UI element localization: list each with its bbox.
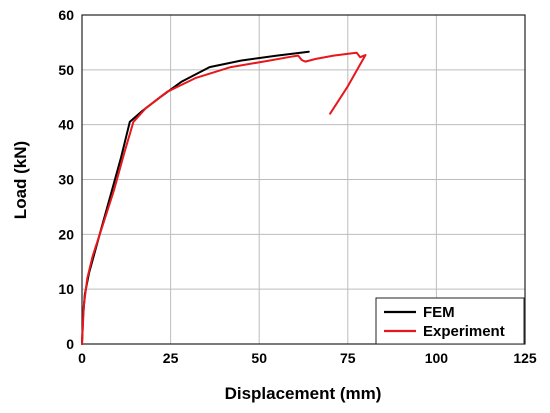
y-tick-label: 20 <box>58 226 74 242</box>
series-line-experiment <box>81 51 367 345</box>
x-axis-title: Displacement (mm) <box>225 384 382 403</box>
x-tick-label: 75 <box>340 350 356 366</box>
legend-label-fem: FEM <box>423 304 455 321</box>
x-tick-label: 125 <box>513 350 537 366</box>
y-tick-label: 10 <box>58 281 74 297</box>
y-tick-label: 0 <box>66 336 74 352</box>
x-tick-label: 50 <box>251 350 267 366</box>
y-tick-label: 30 <box>58 172 74 188</box>
legend-label-experiment: Experiment <box>423 323 505 340</box>
x-tick-label: 0 <box>78 350 86 366</box>
legend-box <box>375 297 525 345</box>
x-tick-label: 100 <box>425 350 449 366</box>
series-line-fem <box>81 50 310 345</box>
series-lines <box>81 50 367 345</box>
y-axis-title: Load (kN) <box>11 141 30 219</box>
y-tick-label: 60 <box>58 7 74 23</box>
y-tick-label: 50 <box>58 62 74 78</box>
y-tick-label: 40 <box>58 117 74 133</box>
tick-labels: 0 25 50 75 100 125 0 10 20 30 40 50 60 <box>58 7 536 366</box>
plot-frame <box>81 14 526 345</box>
legend: FEM Experiment <box>375 297 525 345</box>
grid-lines <box>82 15 525 344</box>
x-tick-label: 25 <box>163 350 179 366</box>
